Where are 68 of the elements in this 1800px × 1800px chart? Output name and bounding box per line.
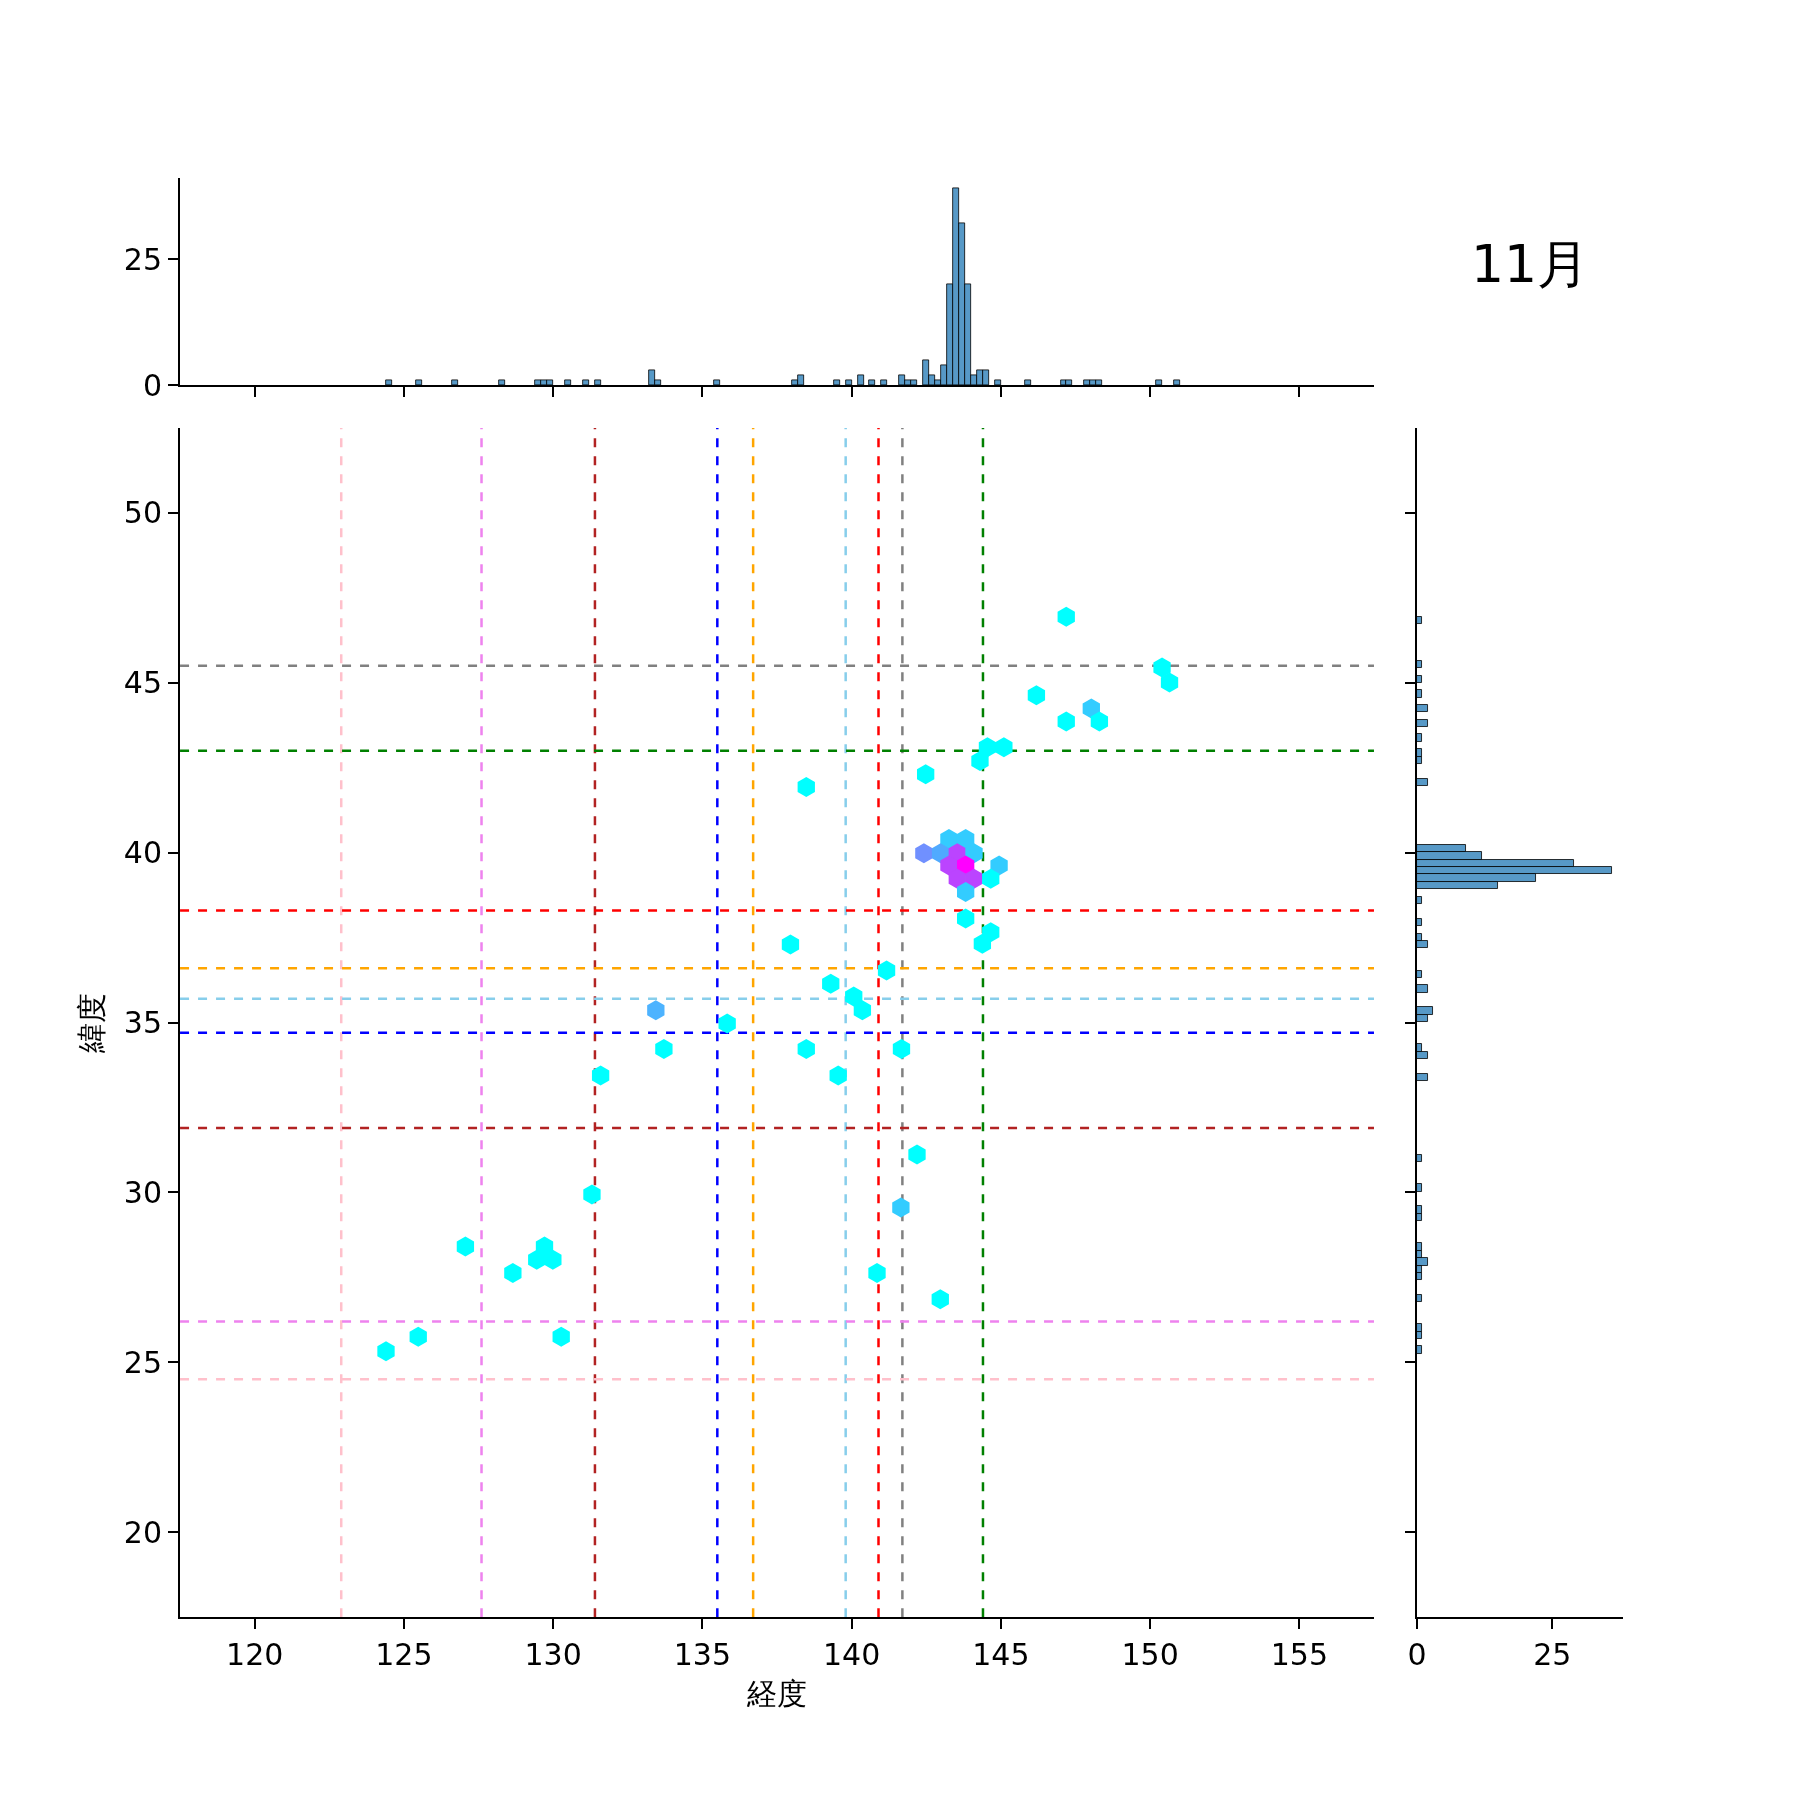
x-tick-label: 135 xyxy=(673,1637,732,1673)
y-tick-label: 45 xyxy=(123,665,163,701)
point xyxy=(940,855,958,876)
x-tick-label: 140 xyxy=(823,1637,881,1673)
y-tick-label: 40 xyxy=(123,835,163,871)
point xyxy=(892,1197,910,1218)
point xyxy=(409,1326,427,1347)
point xyxy=(583,1184,601,1205)
point xyxy=(822,973,840,994)
point xyxy=(965,868,983,889)
x-tick-label: 25 xyxy=(1533,1637,1572,1673)
x-tick-label: 120 xyxy=(226,1637,284,1673)
point xyxy=(718,1013,736,1034)
point xyxy=(971,750,989,771)
point xyxy=(957,829,975,850)
point xyxy=(647,1000,665,1021)
point xyxy=(995,737,1013,758)
y-tick-label: 35 xyxy=(123,1005,163,1041)
point xyxy=(1153,657,1171,678)
point xyxy=(973,933,992,954)
point xyxy=(591,1065,610,1086)
x-tick-label: 150 xyxy=(1121,1637,1179,1673)
x-tick-label: 0 xyxy=(1407,1637,1427,1673)
point xyxy=(797,777,815,798)
point xyxy=(377,1341,395,1362)
point xyxy=(957,882,975,903)
point xyxy=(957,908,975,929)
point xyxy=(1090,711,1109,732)
point xyxy=(528,1249,546,1270)
point xyxy=(915,843,933,864)
y-tick-label: 50 xyxy=(123,495,163,531)
point xyxy=(940,829,958,850)
x-tick-label: 155 xyxy=(1270,1637,1328,1673)
y-tick-label: 20 xyxy=(123,1514,163,1550)
point xyxy=(504,1262,522,1283)
point xyxy=(892,1039,911,1060)
point xyxy=(877,960,896,981)
x-axis-title: 経度 xyxy=(746,1676,808,1712)
point xyxy=(868,1262,886,1283)
point xyxy=(1082,698,1100,719)
point xyxy=(853,1000,872,1021)
point xyxy=(781,934,800,955)
point xyxy=(931,1289,949,1310)
x-tick-label: 125 xyxy=(375,1637,433,1673)
point xyxy=(1057,606,1075,627)
y-tick-label: 0 xyxy=(142,367,163,403)
point xyxy=(829,1065,847,1086)
point xyxy=(456,1236,475,1257)
point xyxy=(797,1039,815,1060)
point xyxy=(1057,711,1075,732)
x-tick-label: 145 xyxy=(972,1637,1030,1673)
y-axis-title: 緯度 xyxy=(74,992,110,1054)
point xyxy=(908,1144,926,1165)
chart-title: 11月 xyxy=(1471,234,1590,294)
point xyxy=(544,1249,562,1270)
point xyxy=(965,843,983,864)
point xyxy=(845,986,863,1007)
point xyxy=(1027,685,1046,706)
point xyxy=(990,855,1008,876)
point xyxy=(917,764,935,785)
x-tick-label: 130 xyxy=(524,1637,582,1673)
point xyxy=(982,868,1000,889)
point xyxy=(552,1326,570,1347)
y-tick-label: 25 xyxy=(123,241,163,277)
point xyxy=(1160,672,1179,693)
y-tick-label: 25 xyxy=(123,1344,163,1380)
point xyxy=(655,1039,673,1060)
y-tick-label: 30 xyxy=(123,1174,163,1210)
